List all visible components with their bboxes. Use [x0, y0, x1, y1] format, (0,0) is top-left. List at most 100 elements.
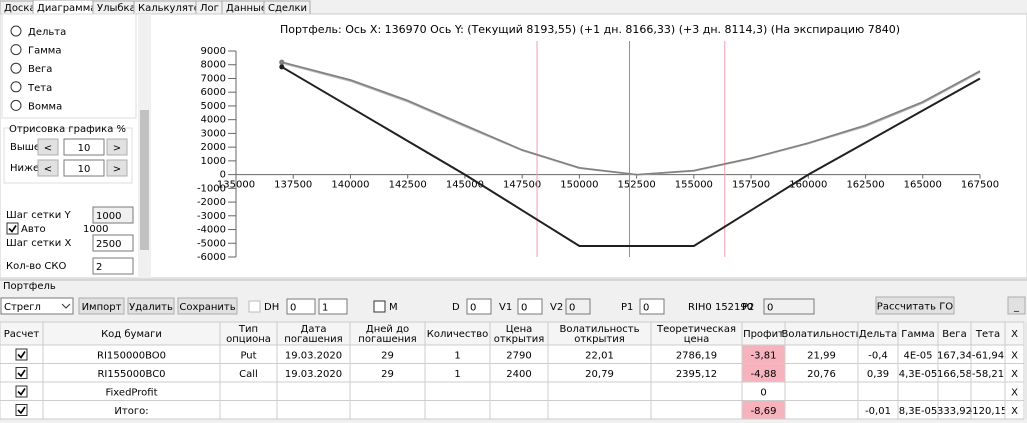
- radio[interactable]: [10, 81, 22, 93]
- below-input[interactable]: [63, 159, 105, 177]
- remove-row[interactable]: X: [1011, 369, 1018, 380]
- save-button-label: Сохранить: [179, 302, 235, 313]
- remove-row[interactable]: X: [1011, 350, 1018, 361]
- cell-text: -4,88: [751, 369, 777, 380]
- v1-input[interactable]: [517, 298, 543, 315]
- above-input-value: 10: [78, 143, 91, 154]
- x-tick-label: 135000: [217, 180, 255, 191]
- radio-label: Гамма: [28, 46, 61, 57]
- grid-y-input[interactable]: [92, 206, 134, 224]
- cell-text: 8,3E-05: [899, 406, 938, 417]
- cell-text: -0,4: [868, 350, 888, 361]
- table-cell: [857, 381, 899, 401]
- v1-input-value: 0: [521, 303, 527, 314]
- cell-text: 4E-05: [903, 350, 932, 361]
- x-tick-label: 140000: [331, 180, 369, 191]
- radio[interactable]: [10, 25, 22, 37]
- header-label: погашения: [284, 334, 342, 345]
- m-checkbox[interactable]: [373, 300, 386, 313]
- header-label: Дней до: [366, 324, 409, 335]
- x-tick-label: 157500: [732, 180, 770, 191]
- cell-text: 2395,12: [676, 369, 717, 380]
- y-tick-label: 4000: [201, 115, 226, 126]
- v1-label: V1: [499, 302, 512, 313]
- dh-checkbox[interactable]: [248, 300, 261, 313]
- sko-input[interactable]: [92, 257, 134, 275]
- p2-input-value: 0: [767, 303, 773, 314]
- grid-x-input[interactable]: [92, 234, 134, 252]
- instrument-label: RIH0 152190: [688, 302, 753, 313]
- header-label: Код бумаги: [101, 329, 162, 340]
- cell-text: 1: [454, 350, 460, 361]
- x-tick-label: 147500: [503, 180, 541, 191]
- v2-label: V2: [550, 302, 563, 313]
- chart-title: Портфель: Ось X: 136970 Ось Y: (Текущий …: [280, 23, 900, 36]
- p1-input[interactable]: [639, 298, 665, 315]
- y-tick-label: -2000: [197, 197, 226, 208]
- v2-input[interactable]: [565, 298, 591, 315]
- row-checkbox[interactable]: [15, 385, 28, 398]
- x-tick-label: 160000: [789, 180, 827, 191]
- tab-label: Калькулятор: [138, 3, 206, 14]
- dec-button[interactable]: [37, 159, 59, 177]
- table-cell: [489, 381, 549, 401]
- remove-row[interactable]: X: [1011, 406, 1018, 417]
- auto-label: Авто: [21, 224, 46, 235]
- table-cell: [276, 381, 351, 401]
- table-cell: [897, 381, 939, 401]
- cell-text: 22,01: [585, 350, 614, 361]
- y-tick-label: 9000: [201, 46, 226, 57]
- auto-checkbox[interactable]: [6, 222, 19, 235]
- strategy-value: Стрегл: [4, 302, 41, 313]
- radio-group: [1, 13, 137, 119]
- cell-text: 4,3E-05: [899, 369, 938, 380]
- dec-button[interactable]: [37, 138, 59, 156]
- x-tick-label: 167500: [961, 180, 999, 191]
- calc-button[interactable]: [875, 296, 955, 315]
- spin2[interactable]: [318, 298, 348, 315]
- scroll-thumb[interactable]: [140, 110, 149, 250]
- cell-text: Put: [240, 350, 256, 361]
- table-cell: [937, 381, 972, 401]
- minimize-button[interactable]: [1007, 296, 1026, 315]
- y-tick-label: 6000: [201, 87, 226, 98]
- radio[interactable]: [10, 99, 22, 111]
- radio[interactable]: [10, 62, 22, 74]
- inc-button[interactable]: [106, 138, 128, 156]
- d-label: D: [452, 302, 460, 313]
- import-button-label: Импорт: [82, 302, 122, 313]
- above-input[interactable]: [63, 138, 105, 156]
- strategy-select[interactable]: [0, 297, 74, 315]
- p2-input[interactable]: [763, 298, 815, 315]
- spin1[interactable]: [286, 298, 316, 315]
- cell-text: 0,39: [867, 369, 889, 380]
- row-checkbox[interactable]: [15, 404, 28, 416]
- header-label: открытия: [494, 334, 545, 345]
- row-checkbox[interactable]: [15, 367, 28, 379]
- d-input-value: 0: [470, 303, 476, 314]
- inc-button-label: >: [113, 143, 121, 154]
- remove-row[interactable]: X: [1011, 387, 1018, 398]
- table-cell: [650, 381, 743, 401]
- save-button[interactable]: [177, 297, 238, 315]
- import-button[interactable]: [78, 297, 125, 315]
- inc-button[interactable]: [106, 159, 128, 177]
- d-input[interactable]: [466, 298, 492, 315]
- minimize-button-label: _: [1013, 302, 1020, 313]
- tab-label: Сделки: [268, 3, 307, 14]
- cell-text: 19.03.2020: [285, 369, 342, 380]
- y-tick-label: -4000: [197, 225, 226, 236]
- inc-button-label: >: [113, 164, 121, 175]
- row-checkbox[interactable]: [15, 348, 28, 361]
- m-label: M: [389, 302, 398, 313]
- spin2-value: 1: [322, 303, 328, 314]
- table-cell: [219, 400, 278, 420]
- delete-button[interactable]: [127, 297, 175, 315]
- tab-label: Доска: [4, 3, 36, 14]
- cell-text: 20,76: [807, 369, 836, 380]
- cell-text: -8,69: [751, 406, 777, 417]
- cell-text: 0: [760, 387, 766, 398]
- radio[interactable]: [10, 44, 22, 56]
